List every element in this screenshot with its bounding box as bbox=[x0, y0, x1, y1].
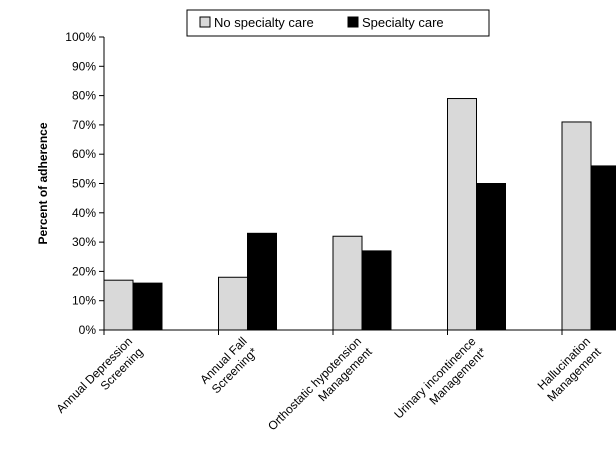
legend-label: No specialty care bbox=[214, 15, 314, 30]
x-tick-label: Urinary incontinenceManagement* bbox=[391, 334, 489, 432]
y-tick-label: 30% bbox=[72, 235, 96, 249]
y-tick-label: 0% bbox=[79, 323, 97, 337]
x-tick-label: HallucinationManagement bbox=[534, 334, 605, 405]
x-tick-label: Annual FallScreening* bbox=[197, 334, 260, 397]
bar-specialty-care bbox=[132, 282, 163, 331]
bar-no-specialty-care bbox=[332, 235, 363, 331]
y-tick-label: 40% bbox=[72, 206, 96, 220]
y-tick-label: 60% bbox=[72, 147, 96, 161]
legend-label: Specialty care bbox=[362, 15, 444, 30]
y-axis-label: Percent of adherence bbox=[36, 122, 50, 244]
bar-specialty-care bbox=[476, 183, 506, 331]
y-tick-label: 70% bbox=[72, 118, 96, 132]
y-tick-label: 90% bbox=[72, 59, 96, 73]
legend-swatch bbox=[347, 16, 359, 28]
y-axis: 0% 10% 20% 30% 40% 50% 60% 70% 80% 90% 100% bbox=[65, 30, 105, 337]
bar-no-specialty-care bbox=[218, 276, 248, 331]
y-tick-label: 80% bbox=[72, 89, 96, 103]
bar-no-specialty-care bbox=[447, 98, 477, 331]
y-tick-label: 50% bbox=[72, 177, 96, 191]
bar-specialty-care bbox=[361, 250, 392, 331]
x-tick-label: Annual DepressionScreening bbox=[54, 334, 146, 426]
x-axis: Annual DepressionScreening Annual FallScr… bbox=[54, 329, 616, 444]
y-tick-label: 10% bbox=[72, 294, 96, 308]
y-tick-label: 20% bbox=[72, 264, 96, 278]
legend-swatch bbox=[199, 16, 211, 28]
y-tick-label: 100% bbox=[65, 30, 96, 44]
bar-specialty-care bbox=[590, 165, 616, 331]
legend: No specialty care Specialty care bbox=[186, 9, 490, 37]
bar-no-specialty-care bbox=[561, 121, 592, 331]
bar-specialty-care bbox=[247, 232, 277, 331]
legend-box bbox=[186, 9, 490, 37]
x-tick-label: Orthostatic hypotensionManagement bbox=[265, 334, 375, 444]
bars bbox=[103, 98, 616, 331]
bar-no-specialty-care bbox=[103, 279, 134, 331]
